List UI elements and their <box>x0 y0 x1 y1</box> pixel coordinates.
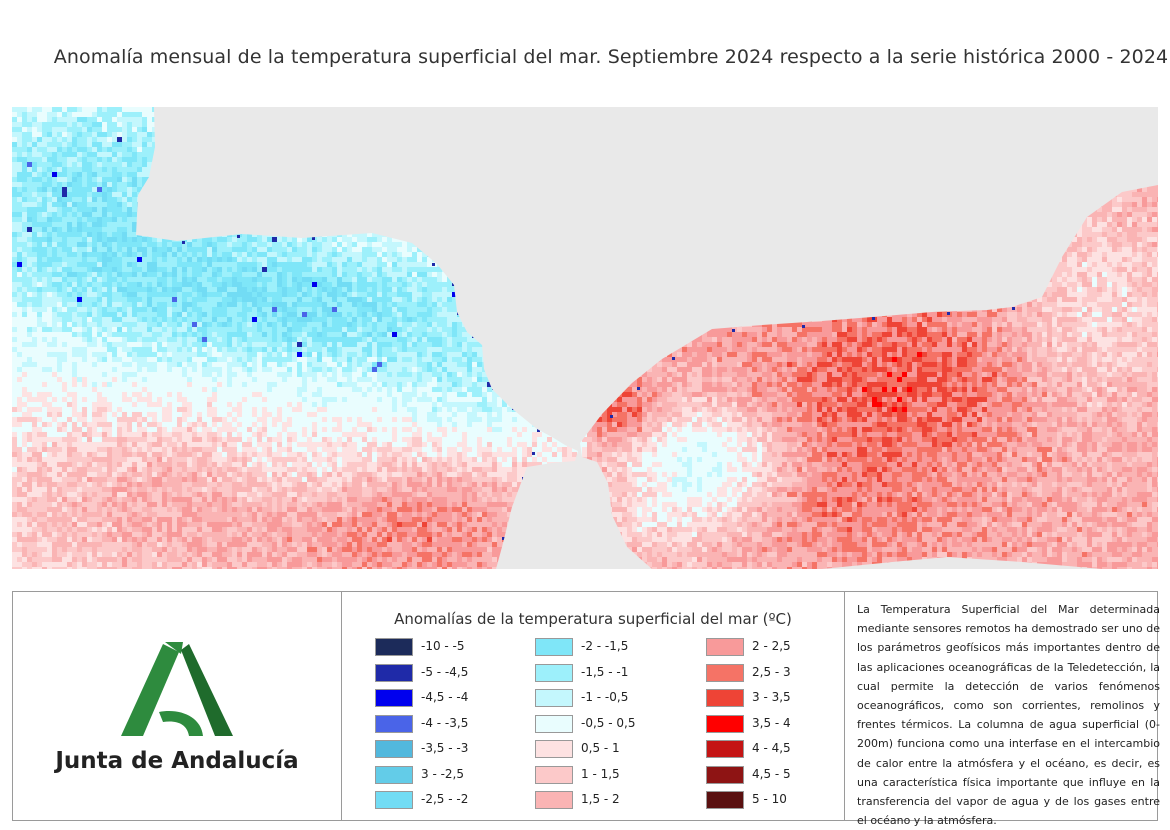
logo-box: Junta de Andalucía <box>13 592 342 820</box>
legend-label: 3 - -2,5 <box>421 767 464 781</box>
legend-swatch <box>706 664 744 682</box>
legend-swatch <box>706 715 744 733</box>
legend-label: 3,5 - 4 <box>752 716 791 730</box>
legend-label: -4,5 - -4 <box>421 690 468 704</box>
legend-label: 1,5 - 2 <box>581 792 620 806</box>
legend-swatch <box>375 791 413 809</box>
legend-label: 4,5 - 5 <box>752 767 791 781</box>
legend-label: -2,5 - -2 <box>421 792 468 806</box>
legend-label: -0,5 - 0,5 <box>581 716 635 730</box>
legend-label: 2,5 - 3 <box>752 665 791 679</box>
legend-swatch <box>706 740 744 758</box>
legend-swatch <box>375 664 413 682</box>
legend-swatch <box>706 791 744 809</box>
description-text: La Temperatura Superficial del Mar deter… <box>857 600 1160 818</box>
sea-temperature-anomaly-map <box>12 107 1158 569</box>
legend-swatch <box>706 689 744 707</box>
legend-label: -5 - -4,5 <box>421 665 468 679</box>
legend-swatch <box>375 689 413 707</box>
map-title: Anomalía mensual de la temperatura super… <box>0 46 1170 68</box>
legend-swatch <box>375 715 413 733</box>
logo-text: Junta de Andalucía <box>13 748 341 774</box>
anomaly-raster <box>12 107 1158 569</box>
legend-swatch <box>375 766 413 784</box>
legend-label: -10 - -5 <box>421 639 465 653</box>
legend-swatch <box>535 766 573 784</box>
junta-de-andalucia-logo <box>117 640 237 740</box>
legend-swatch <box>375 740 413 758</box>
legend-swatch <box>535 791 573 809</box>
legend-swatch <box>535 740 573 758</box>
legend-label: 3 - 3,5 <box>752 690 791 704</box>
legend-label: -3,5 - -3 <box>421 741 468 755</box>
legend-label: -2 - -1,5 <box>581 639 628 653</box>
legend-label: -4 - -3,5 <box>421 716 468 730</box>
legend-label: 1 - 1,5 <box>581 767 620 781</box>
legend-swatch <box>535 638 573 656</box>
legend-swatch <box>706 766 744 784</box>
legend-swatch <box>535 689 573 707</box>
legend-label: 2 - 2,5 <box>752 639 791 653</box>
legend-label: 0,5 - 1 <box>581 741 620 755</box>
legend: Anomalías de la temperatura superficial … <box>342 592 845 820</box>
legend-label: -1 - -0,5 <box>581 690 628 704</box>
info-panel: Junta de Andalucía Anomalías de la tempe… <box>12 591 1158 821</box>
legend-label: 4 - 4,5 <box>752 741 791 755</box>
legend-label: -1,5 - -1 <box>581 665 628 679</box>
legend-swatch <box>375 638 413 656</box>
legend-title: Anomalías de la temperatura superficial … <box>342 610 844 628</box>
legend-label: 5 - 10 <box>752 792 787 806</box>
legend-swatch <box>706 638 744 656</box>
legend-swatch <box>535 664 573 682</box>
legend-swatch <box>535 715 573 733</box>
